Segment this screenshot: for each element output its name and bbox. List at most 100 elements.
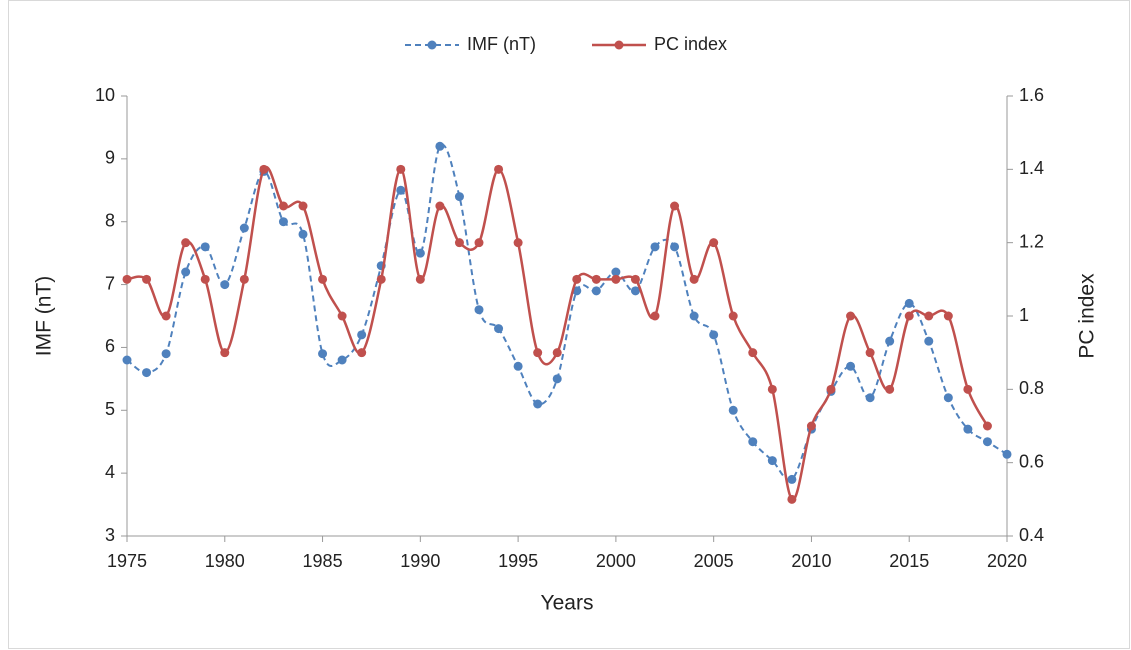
data-point — [767, 456, 777, 466]
data-point — [513, 361, 523, 371]
data-point — [337, 311, 347, 321]
data-point — [865, 393, 875, 403]
data-point — [709, 238, 719, 248]
y2-tick-label: 0.6 — [1019, 451, 1044, 471]
data-point — [220, 280, 230, 290]
data-point — [630, 274, 640, 284]
data-point — [376, 274, 386, 284]
series-line — [126, 143, 1008, 482]
data-point — [904, 311, 914, 321]
data-point — [767, 384, 777, 394]
data-point — [533, 399, 543, 409]
x-tick-label: 2020 — [987, 551, 1027, 571]
data-point — [787, 494, 797, 504]
data-point — [963, 384, 973, 394]
x-tick-label: 1995 — [498, 551, 538, 571]
data-point — [904, 298, 914, 308]
data-point — [200, 242, 210, 252]
y-axis-title: IMF (nT) — [33, 276, 56, 356]
data-point — [122, 355, 132, 365]
data-point — [396, 185, 406, 195]
data-point — [885, 384, 895, 394]
data-point — [728, 311, 738, 321]
data-point — [650, 311, 660, 321]
data-point — [552, 348, 562, 358]
legend-marker — [614, 40, 624, 50]
data-point — [161, 311, 171, 321]
data-point — [748, 437, 758, 447]
data-point — [728, 405, 738, 415]
data-point — [181, 267, 191, 277]
data-point — [982, 421, 992, 431]
legend-label: IMF (nT) — [467, 34, 536, 54]
data-point — [415, 274, 425, 284]
data-point — [826, 384, 836, 394]
data-point — [1002, 449, 1012, 459]
data-point — [865, 348, 875, 358]
data-point — [924, 311, 934, 321]
data-point — [494, 164, 504, 174]
data-point — [181, 238, 191, 248]
y-tick-label: 8 — [105, 210, 115, 230]
data-point — [572, 274, 582, 284]
data-point — [454, 192, 464, 202]
data-point — [670, 242, 680, 252]
data-point — [611, 267, 621, 277]
data-point — [552, 374, 562, 384]
data-point — [591, 274, 601, 284]
y2-tick-label: 1.2 — [1019, 231, 1044, 251]
y-tick-label: 5 — [105, 399, 115, 419]
x-tick-label: 1975 — [107, 551, 147, 571]
data-point — [885, 336, 895, 346]
data-point — [298, 229, 308, 239]
data-point — [924, 336, 934, 346]
data-point — [474, 305, 484, 315]
data-point — [709, 330, 719, 340]
data-point — [591, 286, 601, 296]
legend-marker — [427, 40, 437, 50]
data-point — [670, 201, 680, 211]
y2-tick-label: 1.4 — [1019, 158, 1044, 178]
series-line — [126, 165, 989, 501]
data-point — [435, 141, 445, 151]
data-point — [357, 330, 367, 340]
data-point — [278, 217, 288, 227]
data-point — [142, 274, 152, 284]
data-point — [513, 238, 523, 248]
x-tick-label: 2000 — [596, 551, 636, 571]
y-tick-label: 7 — [105, 273, 115, 293]
x-tick-label: 2015 — [889, 551, 929, 571]
data-point — [239, 223, 249, 233]
data-point — [142, 368, 152, 378]
y-tick-label: 9 — [105, 148, 115, 168]
y-tick-label: 6 — [105, 336, 115, 356]
data-point — [259, 164, 269, 174]
x-tick-label: 1980 — [205, 551, 245, 571]
x-tick-label: 2010 — [791, 551, 831, 571]
data-point — [239, 274, 249, 284]
y-tick-label: 3 — [105, 525, 115, 545]
data-point — [415, 248, 425, 258]
data-point — [122, 274, 132, 284]
data-point — [846, 361, 856, 371]
y2-tick-label: 0.8 — [1019, 378, 1044, 398]
data-point — [650, 242, 660, 252]
x-tick-label: 2005 — [694, 551, 734, 571]
data-point — [689, 274, 699, 284]
data-point — [337, 355, 347, 365]
data-point — [220, 348, 230, 358]
data-point — [161, 349, 171, 359]
data-point — [357, 348, 367, 358]
data-point — [787, 474, 797, 484]
data-point — [943, 393, 953, 403]
x-tick-label: 1990 — [400, 551, 440, 571]
data-point — [318, 349, 328, 359]
y2-axis-title: PC index — [1076, 273, 1099, 359]
data-point — [298, 201, 308, 211]
y2-tick-label: 1.6 — [1019, 85, 1044, 105]
data-point — [748, 348, 758, 358]
data-point — [982, 437, 992, 447]
data-point — [611, 274, 621, 284]
